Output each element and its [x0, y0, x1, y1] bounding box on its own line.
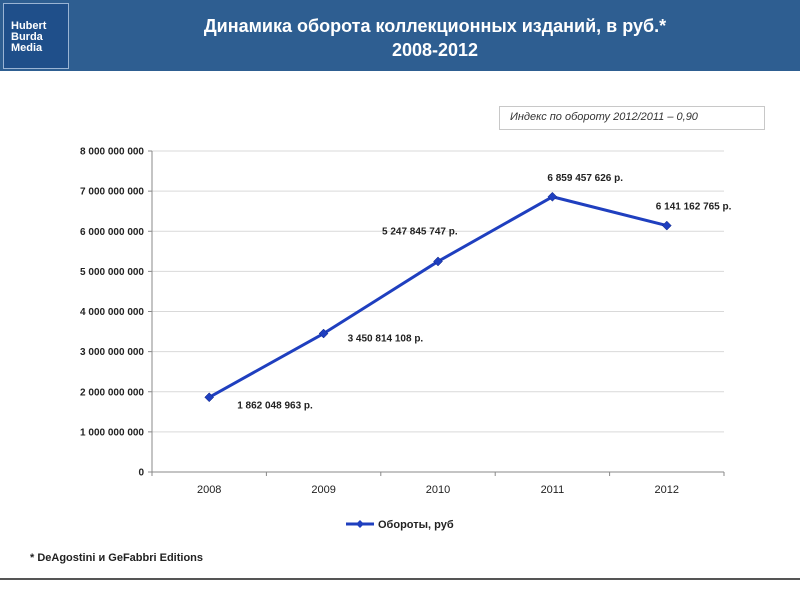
- data-label: 1 862 048 963 р.: [237, 400, 313, 411]
- legend-marker: [356, 520, 364, 528]
- y-tick-label: 7 000 000 000: [80, 187, 144, 198]
- page-title: Динамика оборота коллекционных изданий, …: [80, 14, 790, 62]
- data-label: 6 141 162 765 р.: [656, 202, 732, 213]
- title-line-2: 2008-2012: [391, 40, 479, 60]
- header-bar: Hubert Burda Media Динамика оборота колл…: [0, 0, 800, 71]
- x-tick-label: 2009: [311, 484, 335, 496]
- x-tick-label: 2008: [197, 484, 221, 496]
- x-tick-label: 2011: [541, 484, 565, 496]
- hubert-burda-media-logo: Hubert Burda Media: [3, 3, 69, 69]
- data-point-marker: [547, 191, 558, 202]
- bottom-divider: [0, 578, 800, 580]
- index-note-box: Индекс по обороту 2012/2011 – 0,90: [499, 106, 765, 130]
- title-line-1: Динамика оборота коллекционных изданий, …: [203, 16, 667, 36]
- logo-line-2: Burda: [11, 31, 43, 43]
- footnote: * DeAgostini и GeFabbri Editions: [30, 552, 203, 564]
- data-label: 5 247 845 747 р.: [382, 226, 458, 237]
- data-label: 6 859 457 626 р.: [547, 173, 623, 184]
- logo-line-1: Hubert: [11, 20, 47, 32]
- line-chart: 0 1 000 000 000 2 000 000 000 3 000 000 000…: [80, 147, 732, 532]
- y-tick-label: 8 000 000 000: [80, 147, 144, 158]
- x-tick-label: 2010: [426, 484, 450, 496]
- y-tick-label: 0: [138, 468, 144, 479]
- y-tick-label: 2 000 000 000: [80, 387, 144, 398]
- y-tick-label: 4 000 000 000: [80, 307, 144, 318]
- y-tick-label: 3 000 000 000: [80, 347, 144, 358]
- data-point-marker: [204, 392, 215, 403]
- y-tick-label: 1 000 000 000: [80, 427, 144, 438]
- y-tick-label: 5 000 000 000: [80, 267, 144, 278]
- data-point-marker: [661, 220, 672, 231]
- legend-label: Обороты, руб: [378, 519, 454, 531]
- logo-line-3: Media: [11, 42, 43, 54]
- data-point-marker: [318, 328, 329, 339]
- y-tick-label: 6 000 000 000: [80, 227, 144, 238]
- data-label: 3 450 814 108 р.: [348, 334, 424, 345]
- x-tick-label: 2012: [655, 484, 679, 496]
- data-point-marker: [433, 256, 443, 267]
